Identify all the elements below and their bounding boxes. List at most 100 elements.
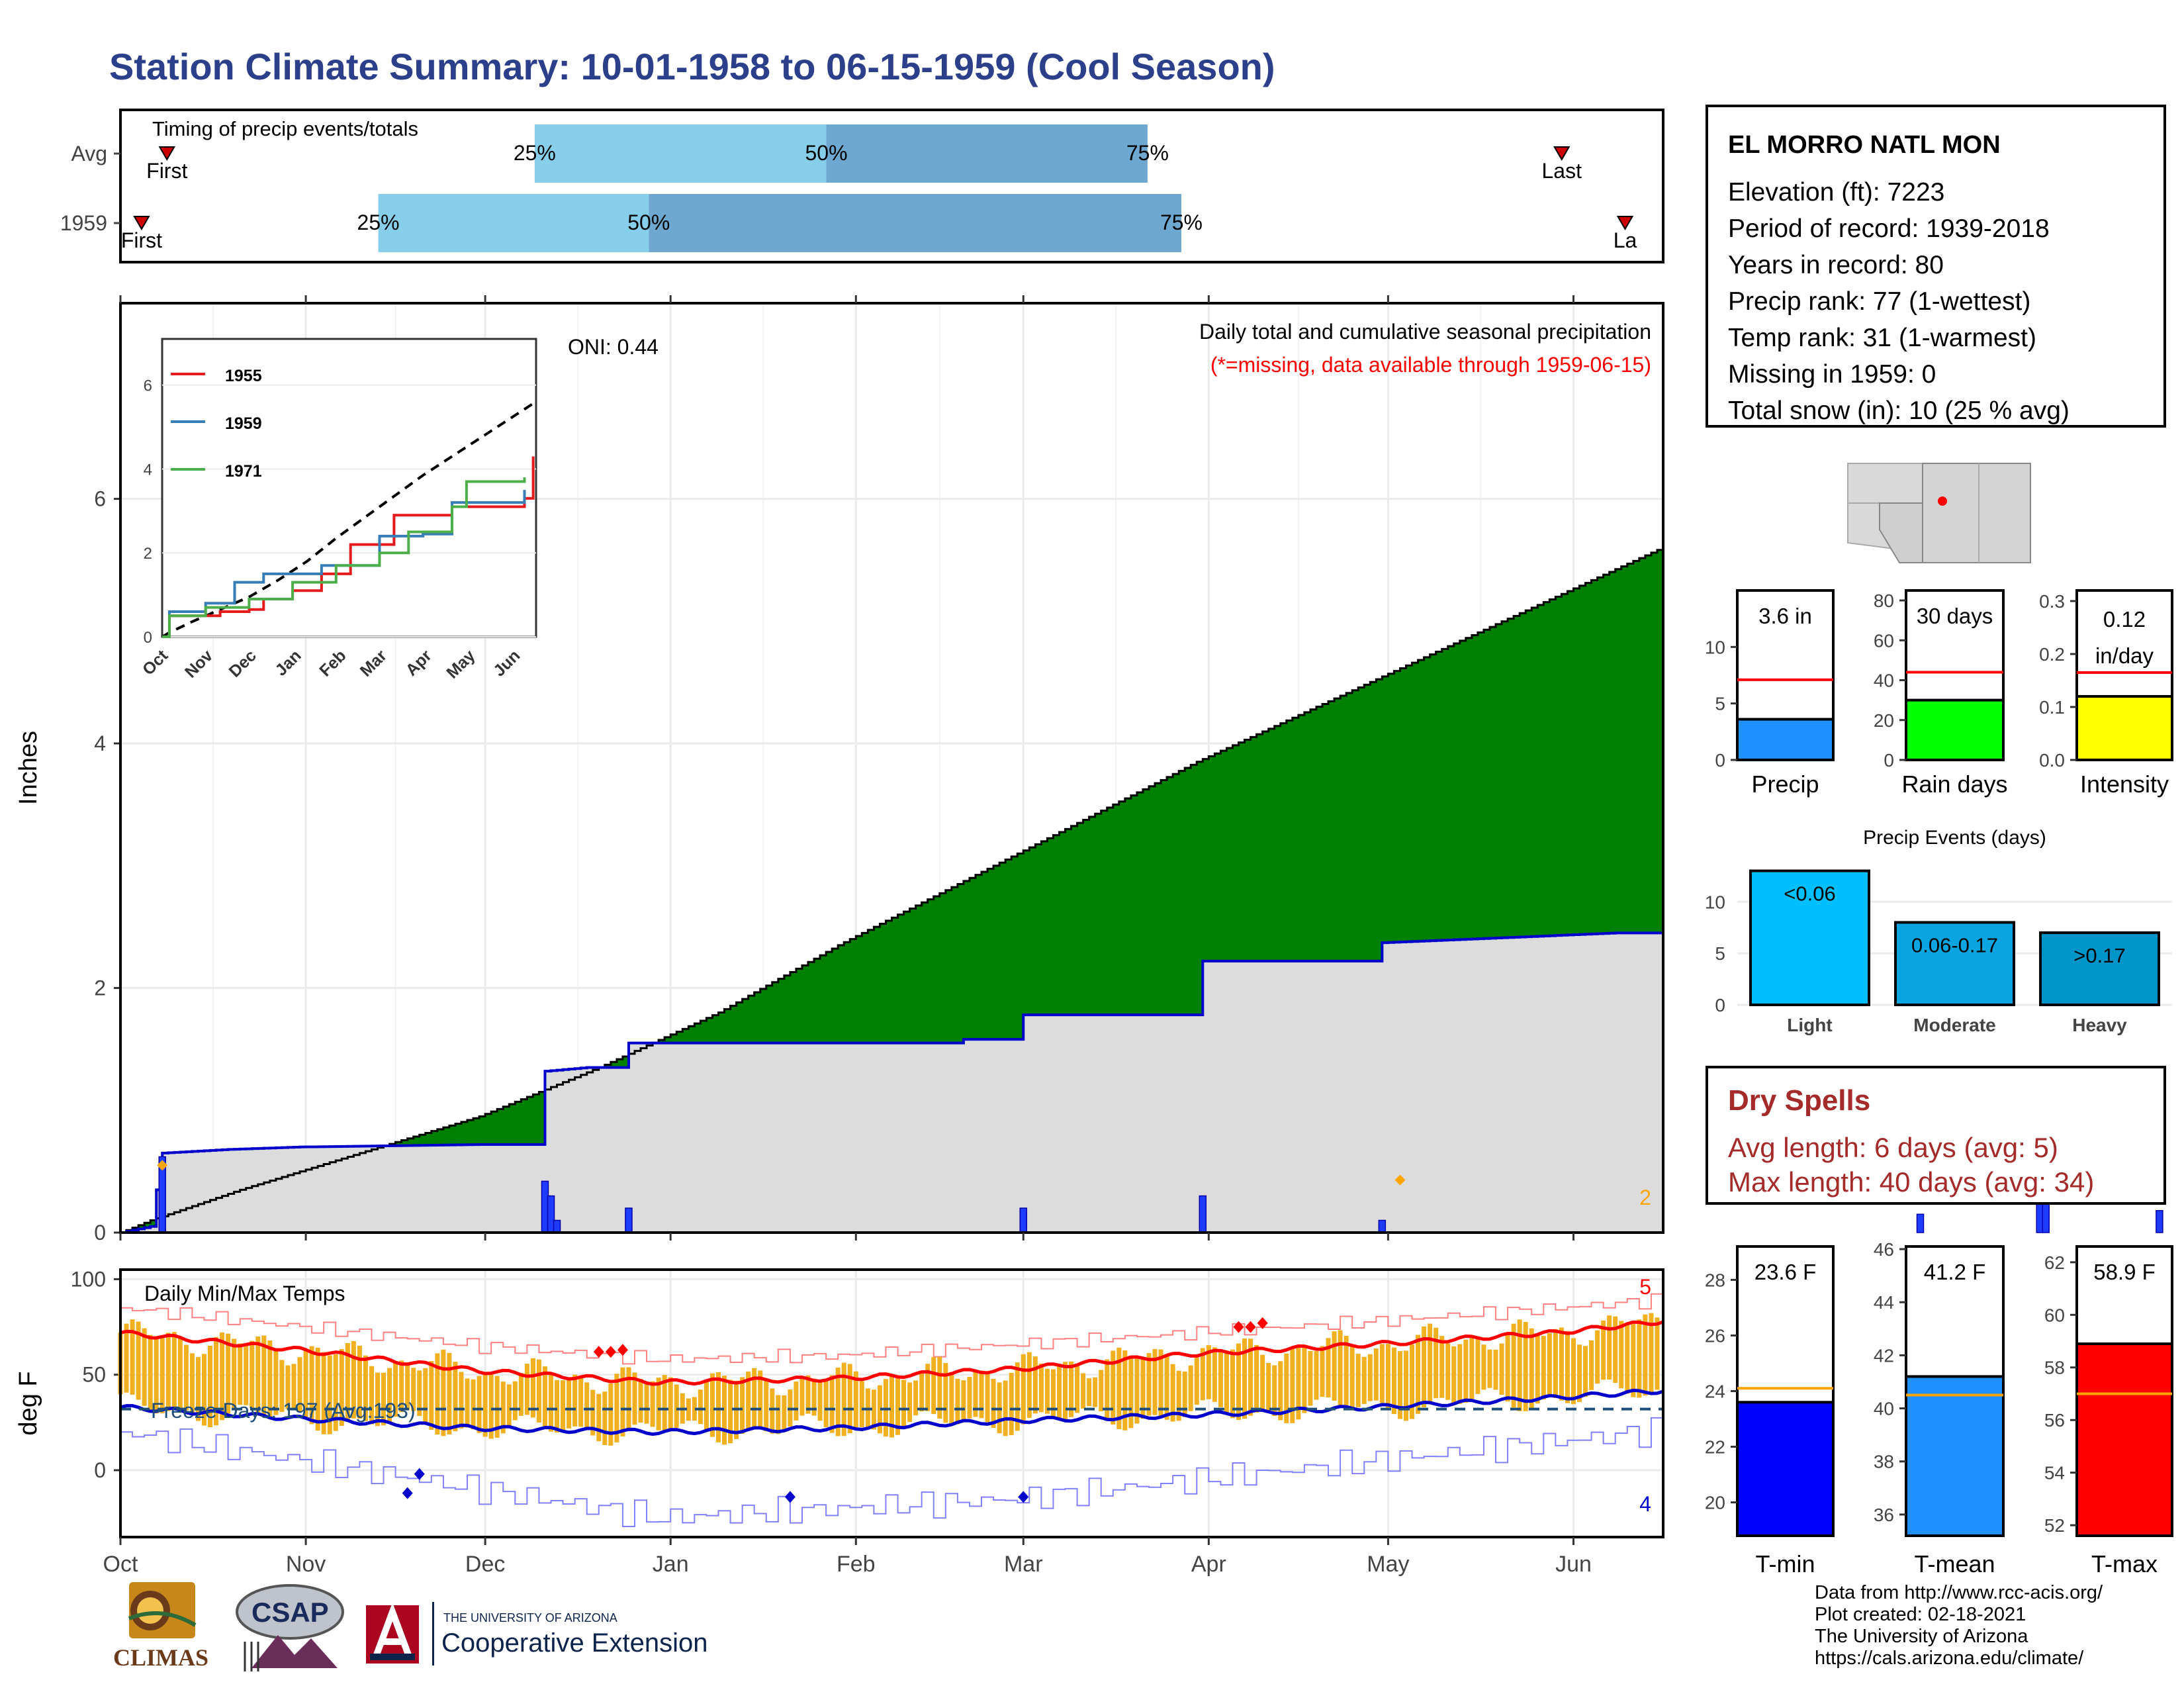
temp-daily-bar <box>1481 1344 1486 1390</box>
temp-daily-bar <box>722 1376 727 1445</box>
csap-logo: CSAP <box>232 1582 347 1681</box>
inset-ytick-label: 2 <box>144 545 152 563</box>
precip-ytick-label: 0 <box>94 1221 106 1244</box>
temp-daily-bar <box>1613 1316 1618 1383</box>
temp-daily-bar <box>686 1398 691 1421</box>
temp-record-high-marker <box>617 1344 628 1356</box>
temp-daily-bar <box>136 1321 141 1400</box>
temp-daily-bar <box>811 1378 817 1416</box>
temp-daily-bar <box>1302 1347 1307 1413</box>
temp-daily-bar <box>805 1375 811 1414</box>
temp-daily-bar <box>1649 1313 1654 1393</box>
temp-daily-bar <box>709 1373 715 1437</box>
ua-line1: THE UNIVERSITY OF ARIZONA <box>443 1611 617 1624</box>
precip-daily-bar <box>1199 1195 1207 1233</box>
temp-daily-bar <box>1236 1343 1242 1421</box>
temp-daily-bar <box>500 1382 506 1434</box>
temp-title: Daily Min/Max Temps <box>144 1282 345 1305</box>
temp-record-low-marker <box>784 1491 796 1503</box>
temp-daily-bar <box>991 1378 996 1429</box>
temps-tmax-bar <box>2075 1342 2173 1538</box>
temp-daily-bar <box>363 1355 368 1421</box>
seasonal-intensity-ytick-label: 0.0 <box>2039 750 2065 771</box>
seasonal-rain-days-bar <box>1905 698 2005 762</box>
temps-tmin-ytick-label: 26 <box>1705 1325 1725 1346</box>
page-title: Station Climate Summary: 10-01-1958 to 0… <box>109 46 1275 87</box>
temp-daily-bar <box>943 1363 948 1423</box>
temp-daily-bar <box>1146 1353 1152 1416</box>
temps-tmin-ytick-label: 22 <box>1705 1437 1725 1458</box>
temp-daily-bar <box>961 1380 966 1422</box>
events-value-label: >0.17 <box>2073 944 2125 967</box>
temp-daily-bar <box>530 1358 535 1418</box>
station-period: Period of record: 1939-2018 <box>1728 214 2050 243</box>
temp-daily-bar <box>339 1348 344 1426</box>
temp-daily-bar <box>201 1354 206 1426</box>
month-label: Mar <box>1004 1552 1043 1577</box>
temp-daily-bar <box>1637 1319 1642 1398</box>
temp-daily-bar <box>823 1380 829 1428</box>
temp-daily-bar <box>1469 1336 1475 1399</box>
temp-daily-bar <box>411 1368 416 1411</box>
temp-daily-bar <box>853 1371 858 1430</box>
temp-daily-bar <box>381 1372 387 1426</box>
precip-daily-bar <box>1916 1213 1925 1233</box>
temp-daily-bar <box>656 1378 661 1430</box>
temp-daily-bar <box>1116 1347 1122 1429</box>
temp-ytick-label: 50 <box>82 1363 106 1387</box>
temps-tmax-ytick-label: 56 <box>2044 1410 2065 1430</box>
temp-daily-bar <box>799 1376 805 1416</box>
seasonal-intensity-value-label-unit: in/day <box>2095 643 2154 668</box>
temp-daily-bar <box>1290 1347 1295 1423</box>
seasonal-intensity-value-label: 0.12 <box>2103 607 2146 632</box>
temp-freeze-label: Freeze Days: 197 (Avg:193) <box>151 1399 416 1423</box>
temps-tmean-ytick-label: 42 <box>1874 1345 1894 1366</box>
timing-marker <box>158 146 175 161</box>
temp-daily-bar <box>1134 1358 1140 1424</box>
inset-legend-label: 1959 <box>225 414 262 433</box>
temp-daily-bar <box>847 1364 852 1434</box>
temp-daily-bar <box>1643 1314 1648 1396</box>
temp-daily-bar <box>1422 1326 1427 1407</box>
temp-record-low-marker <box>414 1468 425 1480</box>
temp-daily-bar <box>255 1336 261 1413</box>
seasonal-precip-value-label: 3.6 in <box>1758 604 1812 628</box>
temp-daily-bar <box>279 1360 285 1412</box>
temp-daily-bar <box>1439 1336 1445 1398</box>
temp-daily-bar <box>417 1370 422 1417</box>
credit-date: Plot created: 02-18-2021 <box>1815 1604 2026 1625</box>
precip-daily-bar <box>553 1219 561 1233</box>
temp-daily-bar <box>1182 1371 1187 1417</box>
temps-tmax-label: T-max <box>2091 1550 2158 1577</box>
temp-daily-bar <box>1655 1317 1660 1390</box>
events-category-label: Light <box>1787 1015 1832 1035</box>
temp-daily-bar <box>1224 1352 1229 1414</box>
temp-daily-bar <box>1128 1355 1134 1429</box>
station-precip-rank: Precip rank: 77 (1-wettest) <box>1728 287 2031 316</box>
temp-daily-bar <box>1505 1333 1510 1402</box>
temp-daily-bar <box>261 1335 267 1416</box>
temps-tmean-ytick-label: 40 <box>1874 1399 1894 1419</box>
temp-daily-bar <box>925 1364 931 1411</box>
temp-daily-bar <box>715 1372 721 1442</box>
temp-daily-bar <box>1206 1345 1211 1399</box>
temp-daily-bar <box>758 1370 763 1429</box>
temp-daily-bar <box>1326 1338 1331 1398</box>
seasonal-intensity-ytick-label: 0.3 <box>2039 591 2065 612</box>
dry-spells-box: Dry Spells Avg length: 6 days (avg: 5) M… <box>1706 1066 2166 1205</box>
temp-daily-bar <box>632 1372 637 1425</box>
temp-daily-bar <box>1122 1350 1128 1430</box>
temp-daily-bar <box>285 1365 291 1409</box>
seasonal-precip-ytick-label: 0 <box>1715 750 1725 771</box>
events-bar <box>1894 921 2015 1007</box>
temps-tmax-value-label: 58.9 F <box>2093 1260 2156 1284</box>
temp-daily-bar <box>752 1368 757 1428</box>
precip-missing-note: (*=missing, data available through 1959-… <box>1210 353 1651 377</box>
dry-spells-max: Max length: 40 days (avg: 34) <box>1728 1166 2095 1197</box>
timing-row-label: Avg <box>71 142 107 165</box>
seasonal-precip-bar <box>1736 718 1835 762</box>
temp-daily-bar <box>1296 1345 1301 1420</box>
temp-daily-bar <box>250 1340 255 1409</box>
timing-title: Timing of precip events/totals <box>152 117 418 140</box>
temp-daily-bar <box>142 1328 147 1406</box>
